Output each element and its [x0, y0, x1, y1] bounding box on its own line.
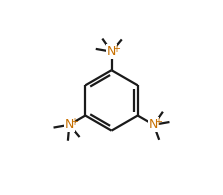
Text: +: +: [112, 43, 120, 54]
Text: +: +: [154, 117, 162, 127]
Text: N: N: [149, 118, 158, 131]
Text: N: N: [65, 118, 74, 131]
Text: N: N: [107, 45, 116, 58]
Text: +: +: [70, 117, 78, 127]
